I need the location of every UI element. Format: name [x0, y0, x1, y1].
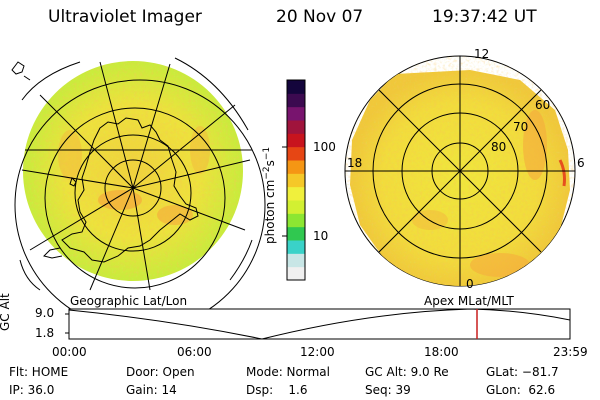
- colorbar-segment: [287, 160, 305, 174]
- colorbar-segment: [287, 106, 305, 121]
- xtick-0600: 06:00: [177, 345, 212, 359]
- header-time: 19:37:42 UT: [432, 7, 537, 27]
- colorbar-segment: [287, 253, 305, 268]
- info-glat: GLat: −81.7: [486, 365, 559, 379]
- colorbar-unit-label: photon cm−2s−1: [262, 146, 277, 244]
- colorbar-tick-100: 100: [313, 140, 336, 154]
- colorbar-segment: [287, 93, 305, 108]
- mlat-label-80: 80: [491, 140, 507, 154]
- colorbar-segment: [287, 240, 305, 254]
- info-dsp: Dsp: 1.6: [246, 383, 308, 397]
- mlt-label-0: 0: [466, 277, 474, 291]
- colorbar-segment: [287, 226, 305, 241]
- lat-circle-mid: [74, 134, 192, 252]
- colorbar-segment: [287, 200, 305, 214]
- altitude-ytick-min: 1.8: [35, 326, 55, 340]
- geographic-image: [11, 57, 266, 331]
- header-date: 20 Nov 07: [276, 7, 364, 27]
- apex-image: [344, 55, 576, 287]
- mlt-label-6: 6: [577, 156, 585, 170]
- info-mode: Mode: Normal: [246, 365, 330, 379]
- altitude-plot: [65, 308, 571, 340]
- info-seq: Seq: 39: [365, 383, 411, 397]
- colorbar-segment: [287, 186, 305, 201]
- altitude-ytick-max: 9.0: [35, 306, 55, 320]
- xtick-1800: 18:00: [424, 345, 459, 359]
- mlat-label-60: 60: [535, 98, 551, 112]
- app-title: Ultraviolet Imager: [48, 7, 202, 27]
- colorbar-segment: [287, 133, 305, 148]
- xtick-2359: 23:59: [553, 345, 588, 359]
- mlat-label-70: 70: [513, 120, 529, 134]
- altitude-curve: [68, 308, 571, 340]
- mlt-label-18: 18: [347, 156, 363, 170]
- mlt-label-12: 12: [474, 47, 490, 61]
- coastline: [61, 117, 199, 263]
- xtick-1200: 12:00: [300, 345, 335, 359]
- colorbar-tick-10: 10: [313, 229, 329, 243]
- info-door: Door: Open: [126, 365, 195, 379]
- info-glon: GLon: 62.6: [486, 383, 556, 397]
- lat-circle-outer: [44, 107, 226, 289]
- colorbar-segment: [287, 173, 305, 188]
- altitude-ylabel: GC Alt: [0, 293, 12, 331]
- right-panel-label: Apex MLat/MLT: [424, 294, 514, 308]
- info-ip: IP: 36.0: [9, 383, 55, 397]
- info-gc-alt: GC Alt: 9.0 Re: [365, 365, 449, 379]
- info-flight: Flt: HOME: [9, 365, 69, 379]
- left-panel-label: Geographic Lat/Lon: [70, 294, 188, 308]
- colorbar-segment: [287, 80, 305, 94]
- colorbar-segment: [287, 120, 305, 134]
- colorbar-segment: [287, 146, 305, 161]
- lat-circle-inner: [104, 159, 162, 217]
- xtick-0000: 00:00: [52, 345, 87, 359]
- colorbar-segment: [287, 266, 305, 281]
- info-gain: Gain: 14: [126, 383, 177, 397]
- colorbar: [282, 79, 306, 281]
- colorbar-segment: [287, 213, 305, 228]
